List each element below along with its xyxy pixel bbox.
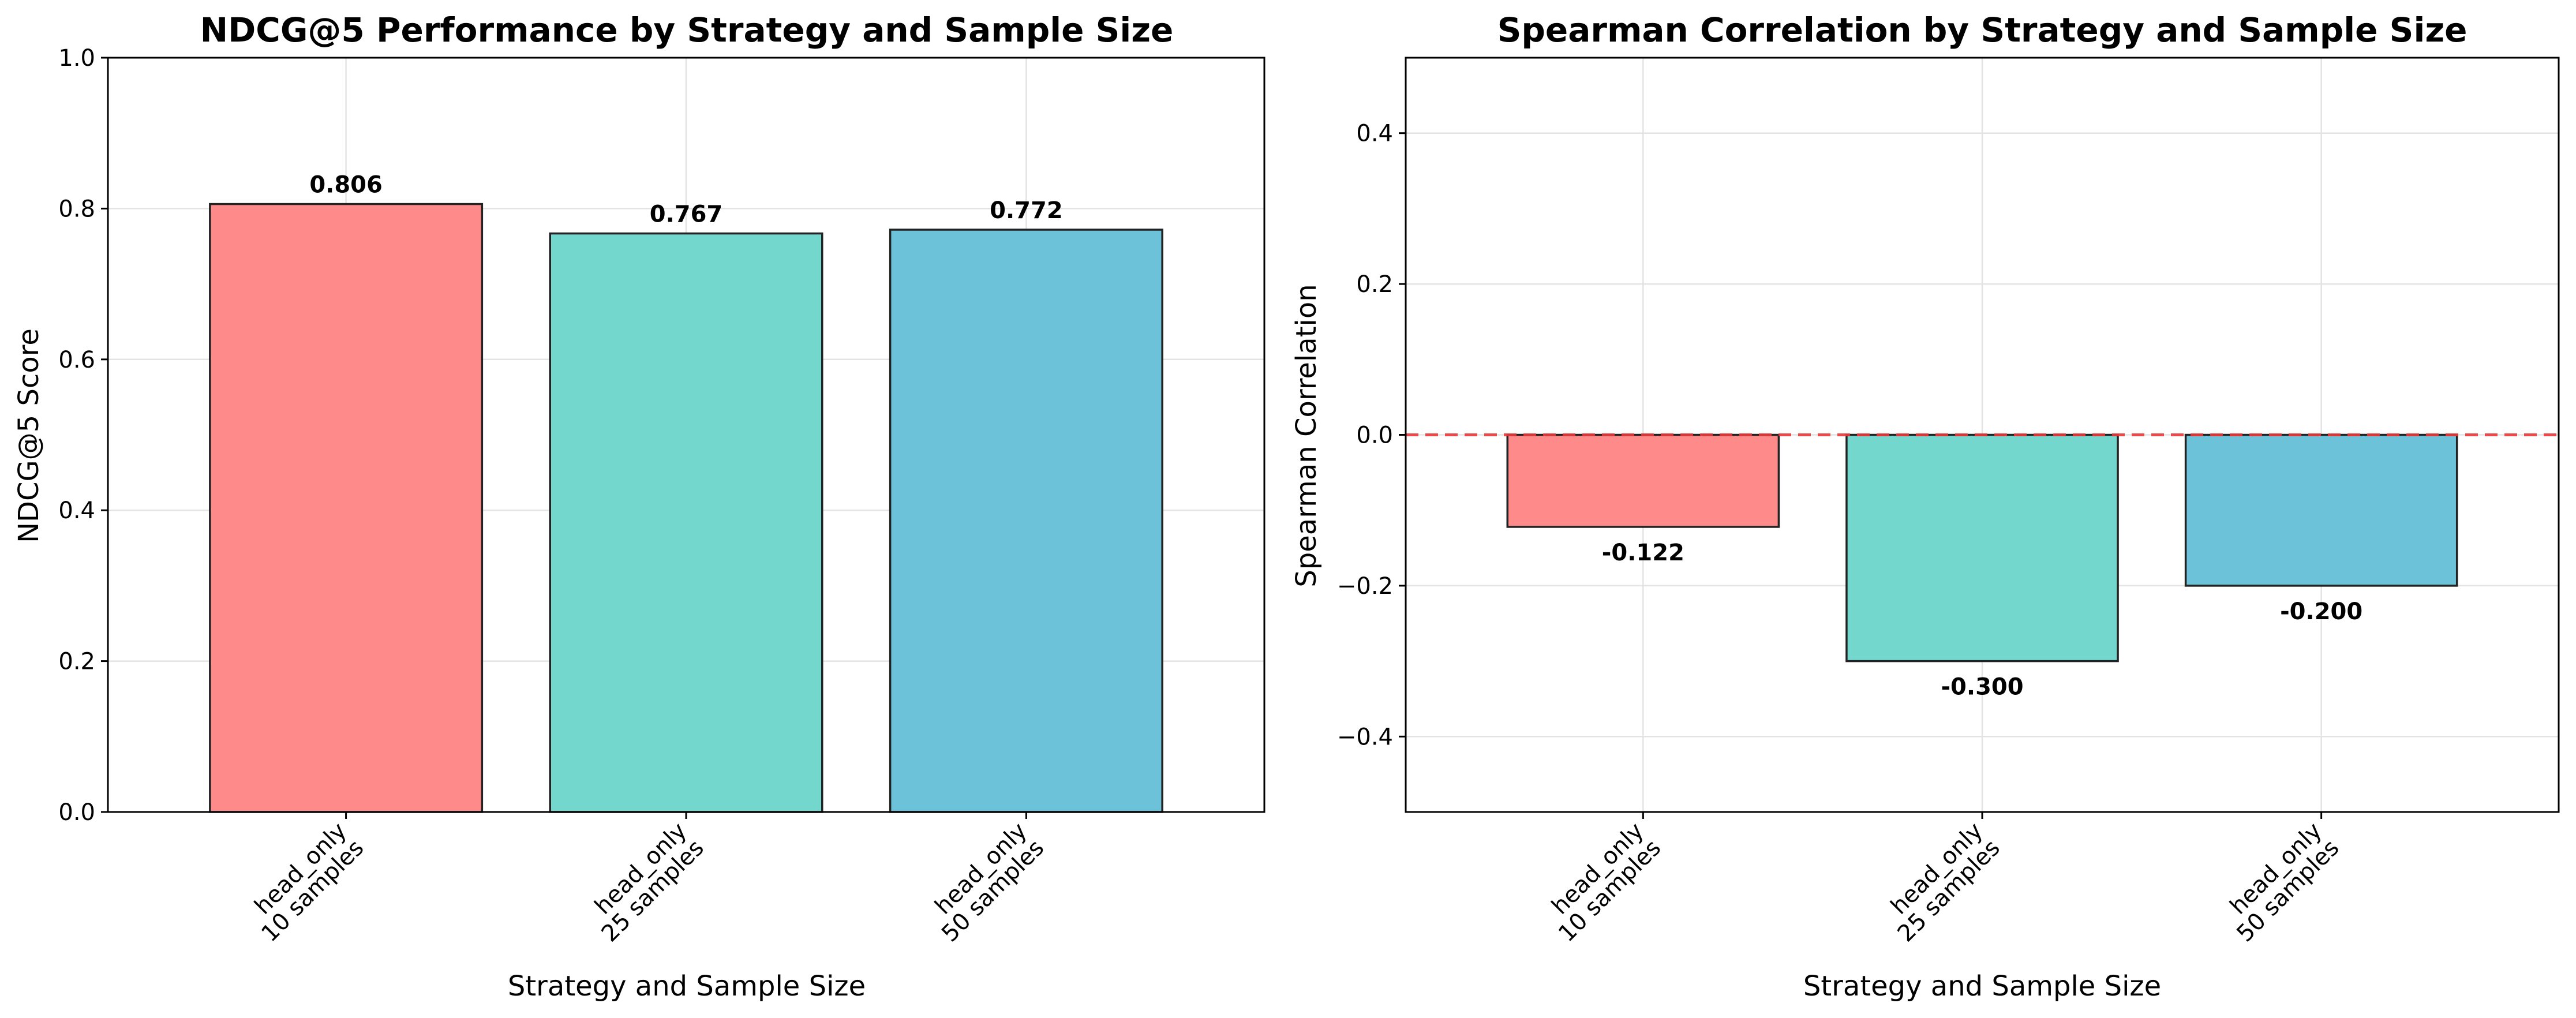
ndcg-y-axis-label: NDCG@5 Score (13, 328, 45, 543)
ndcg-chart: NDCG@5 Performance by Strategy and Sampl… (13, 10, 1265, 1002)
spearman-y-tick-label: −0.4 (1337, 724, 1393, 750)
ndcg-y-tick-label: 0.6 (58, 347, 95, 373)
spearman-y-tick-label: 0.2 (1356, 271, 1393, 298)
spearman-bar (2184, 433, 2458, 587)
spearman-y-axis-label: Spearman Correlation (1290, 284, 1323, 587)
ndcg-bar (209, 203, 484, 813)
spearman-y-tick-label: −0.2 (1337, 573, 1393, 600)
ndcg-bar-value-label: 0.772 (990, 197, 1063, 224)
spearman-chart: Spearman Correlation by Strategy and Sam… (1290, 10, 2560, 1002)
ndcg-y-tick-label: 1.0 (58, 45, 95, 72)
spearman-x-tick-label: head_only50 samples (2215, 818, 2345, 948)
ndcg-y-tick-label: 0.4 (58, 497, 95, 524)
ndcg-bar-value-label: 0.806 (309, 172, 383, 199)
spearman-x-tick-label: head_only10 samples (1536, 818, 1666, 948)
ndcg-y-tick-label: 0.2 (58, 649, 95, 675)
spearman-bar (1845, 433, 2119, 663)
ndcg-chart-title: NDCG@5 Performance by Strategy and Sampl… (200, 10, 1174, 50)
spearman-bar-value-label: -0.300 (1941, 674, 2023, 701)
spearman-y-tick-label: 0.0 (1356, 422, 1393, 449)
spearman-chart-title: Spearman Correlation by Strategy and Sam… (1497, 10, 2468, 50)
ndcg-y-tick-label: 0.8 (58, 196, 95, 222)
spearman-bar (1506, 433, 1780, 528)
spearman-x-tick-label: head_only25 samples (1875, 818, 2005, 948)
ndcg-x-tick-label: head_only50 samples (919, 818, 1049, 948)
ndcg-x-axis-label: Strategy and Sample Size (508, 970, 866, 1002)
ndcg-x-tick-label: head_only25 samples (579, 818, 709, 948)
spearman-bar-value-label: -0.200 (2280, 598, 2362, 625)
spearman-x-axis-label: Strategy and Sample Size (1803, 970, 2161, 1002)
ndcg-bar-value-label: 0.767 (650, 201, 723, 228)
ndcg-x-tick-label: head_only10 samples (239, 818, 369, 948)
spearman-bar-value-label: -0.122 (1602, 540, 1684, 566)
ndcg-bar (549, 232, 823, 813)
ndcg-bar (889, 229, 1163, 813)
spearman-y-tick-label: 0.4 (1356, 121, 1393, 147)
ndcg-y-tick-label: 0.0 (58, 799, 95, 826)
